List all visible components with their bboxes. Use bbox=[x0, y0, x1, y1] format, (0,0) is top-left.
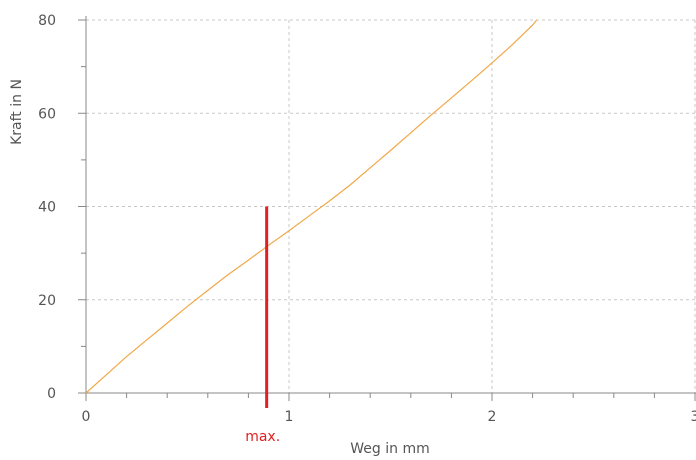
x-axis-title: Weg in mm bbox=[350, 441, 429, 456]
axis-layer: 0 20 40 60 80 0 1 2 3 bbox=[38, 13, 696, 425]
y-axis-title: Kraft in N bbox=[9, 79, 25, 145]
force-curve-line bbox=[85, 19, 538, 394]
grid-layer bbox=[86, 19, 696, 393]
x-tick-label: 0 bbox=[82, 409, 91, 425]
y-tick-label: 20 bbox=[38, 293, 56, 309]
x-tick-label: 1 bbox=[285, 409, 294, 425]
x-tick-label: 2 bbox=[488, 409, 497, 425]
series-layer bbox=[85, 19, 538, 394]
y-tick-label: 80 bbox=[38, 13, 56, 29]
y-tick-label: 0 bbox=[47, 386, 56, 402]
label-layer: Weg in mm Kraft in N max. bbox=[9, 79, 430, 457]
y-tick-label: 40 bbox=[38, 200, 56, 216]
x-tick-label: 3 bbox=[691, 409, 696, 425]
max-marker-label: max. bbox=[245, 429, 280, 445]
y-tick-label: 60 bbox=[38, 106, 56, 122]
